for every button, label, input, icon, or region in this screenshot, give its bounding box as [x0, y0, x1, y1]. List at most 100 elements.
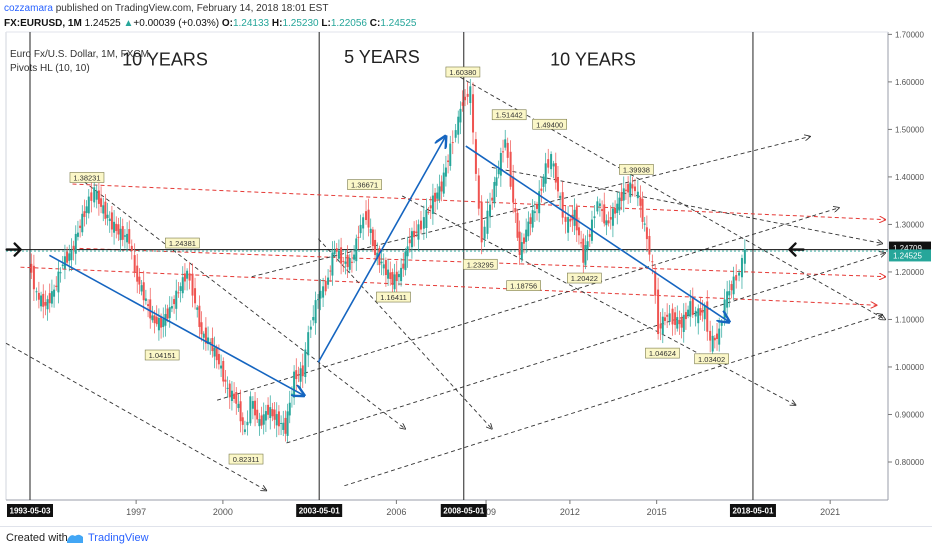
- tradingview-brand-link[interactable]: TradingView: [88, 532, 149, 544]
- candle-body: [489, 204, 492, 217]
- candle-body: [497, 169, 500, 175]
- candle-body: [304, 349, 307, 377]
- candle-body: [616, 203, 619, 214]
- channel-dashed-line: [344, 315, 882, 487]
- candle-body: [220, 365, 223, 369]
- low-value: 1.22056: [330, 18, 367, 29]
- candle-body: [567, 217, 570, 233]
- pivot-label-box: [567, 272, 602, 284]
- candle-body: [59, 272, 62, 274]
- candle-body: [267, 404, 270, 415]
- channel-dashed-line: [251, 137, 810, 278]
- candle-body: [371, 229, 374, 247]
- candle-body: [353, 254, 356, 260]
- candle-body: [706, 301, 709, 332]
- candle-body: [90, 192, 93, 201]
- candle-body: [380, 261, 383, 264]
- pivot-label-box: [694, 353, 729, 365]
- candle-body: [104, 201, 107, 219]
- candle-body: [586, 241, 589, 250]
- candle-body: [459, 108, 462, 123]
- candle-body: [237, 403, 240, 409]
- published-text: published on TradingView.com, February 1…: [55, 3, 329, 14]
- candle-body: [68, 253, 71, 261]
- candle-body: [743, 249, 746, 264]
- footer: Created with TradingView: [0, 526, 932, 551]
- candle-body: [486, 210, 489, 234]
- candle-body: [598, 203, 601, 206]
- candle-body: [689, 301, 692, 317]
- candle-body: [527, 221, 530, 237]
- candle-body: [362, 217, 365, 229]
- author-link[interactable]: cozzamara: [4, 3, 53, 14]
- arrow-left-icon: [788, 242, 805, 257]
- candle-body: [624, 189, 627, 191]
- candle-body: [703, 305, 706, 320]
- candle-body: [659, 323, 662, 329]
- candle-body: [357, 236, 360, 238]
- candle-body: [293, 371, 296, 398]
- candle-body: [694, 310, 697, 317]
- candle-body: [110, 212, 113, 230]
- candle-body: [687, 309, 690, 316]
- pivot-label-box: [347, 179, 382, 190]
- candle-body: [499, 152, 502, 176]
- candle-body: [115, 223, 118, 231]
- candle-body: [196, 307, 199, 310]
- candle-body: [153, 315, 156, 324]
- chart-title: Euro Fx/U.S. Dollar, 1M, FXCM: [10, 49, 149, 60]
- candle-body: [346, 254, 349, 268]
- candle-body: [241, 417, 244, 425]
- pivot-label: 1.16411: [380, 293, 407, 302]
- candle-body: [76, 232, 79, 237]
- candle-body: [454, 130, 457, 138]
- candle-body: [177, 292, 180, 294]
- x-tick-label: 2006: [386, 507, 406, 517]
- candle-body: [735, 275, 738, 281]
- candle-body: [457, 116, 460, 135]
- candle-body: [297, 374, 300, 376]
- candle-body: [295, 370, 298, 380]
- candle-body: [85, 206, 88, 213]
- candle-body: [100, 198, 103, 207]
- y-tick-label: 0.90000: [895, 410, 924, 419]
- candle-body: [410, 231, 413, 248]
- candle-body: [157, 317, 160, 331]
- candle-body: [191, 273, 194, 296]
- candle-body: [121, 226, 124, 240]
- candle-body: [514, 208, 517, 213]
- x-tick-label: 2000: [213, 507, 233, 517]
- candle-body: [136, 265, 139, 282]
- candle-body: [30, 263, 33, 273]
- candle-body: [633, 186, 636, 192]
- candle-body: [53, 289, 56, 297]
- date-marker-tag: [440, 504, 487, 517]
- candle-body: [657, 289, 660, 335]
- candle-body: [384, 260, 387, 276]
- candle-body: [643, 223, 646, 225]
- candle-body: [709, 330, 712, 341]
- candle-body: [627, 183, 630, 193]
- candle-body: [474, 139, 477, 174]
- candle-body: [342, 260, 345, 262]
- x-tick-label: 1997: [126, 507, 146, 517]
- candle-body: [322, 286, 325, 298]
- candle-body: [204, 327, 207, 344]
- close-label: C:: [369, 18, 381, 29]
- candle-body: [335, 248, 338, 252]
- pivot-label-box: [165, 237, 200, 249]
- candle-body: [126, 233, 129, 243]
- price-chart[interactable]: Euro Fx/U.S. Dollar, 1M, FXCM Pivots HL …: [0, 0, 932, 526]
- period-label: 10 YEARS: [122, 49, 208, 69]
- candle-body: [718, 328, 721, 345]
- indicator-label: Pivots HL (10, 10): [10, 63, 90, 74]
- period-label: 5 YEARS: [344, 47, 420, 67]
- channel-dashed-line: [317, 238, 492, 429]
- candle-body: [63, 256, 66, 269]
- candle-body: [509, 151, 512, 187]
- y-tick-label: 1.50000: [895, 125, 924, 134]
- x-tick-label: 2015: [647, 507, 667, 517]
- candle-body: [376, 252, 379, 260]
- candle-body: [493, 181, 496, 204]
- candle-body: [70, 250, 73, 261]
